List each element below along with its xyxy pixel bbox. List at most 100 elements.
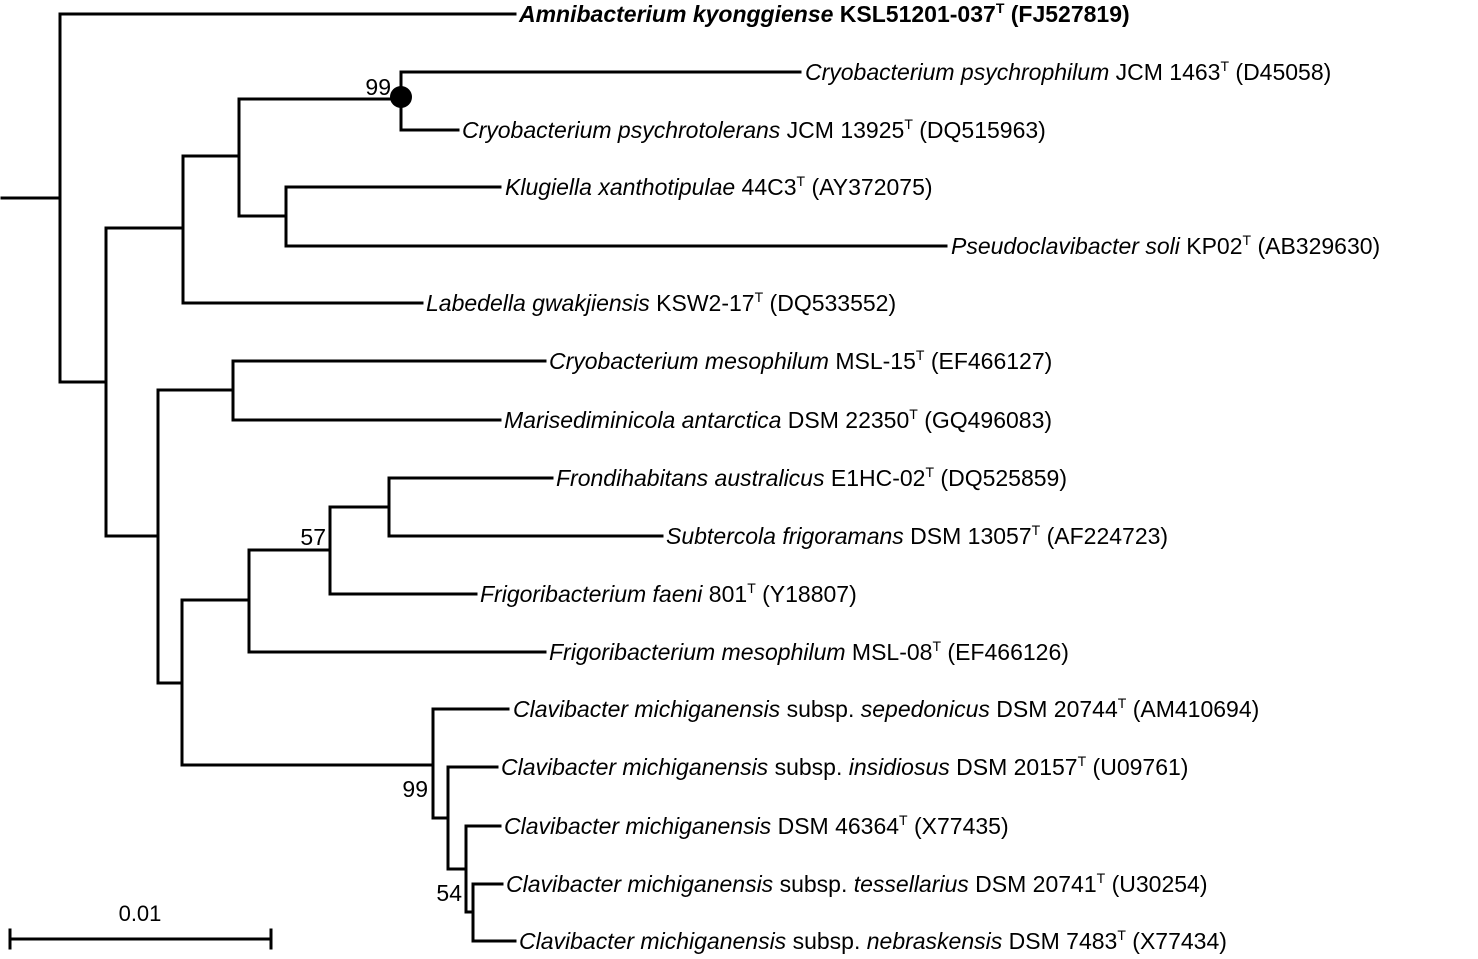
accession-number: (AM410694) [1126, 696, 1259, 722]
strain-id: JCM 1463 [1109, 59, 1220, 85]
type-strain-mark: T [1118, 695, 1127, 711]
type-strain-mark: T [925, 464, 934, 480]
type-strain-mark: T [904, 116, 913, 132]
taxon-label: Marisediminicola antarctica DSM 22350T (… [504, 406, 1052, 433]
subspecies-word: subsp. [786, 928, 867, 954]
strain-id: DSM 46364 [771, 813, 899, 839]
taxon-name: Pseudoclavibacter soli [951, 233, 1181, 259]
taxon-label: Frondihabitans australicus E1HC-02T (DQ5… [556, 464, 1067, 491]
strain-id: MSL-08 [846, 639, 933, 665]
taxon-label: Clavibacter michiganensis subsp. sepedon… [513, 695, 1259, 722]
taxon-label: Clavibacter michiganensis subsp. nebrask… [519, 927, 1227, 954]
taxon-label: Cryobacterium mesophilum MSL-15T (EF4661… [549, 347, 1052, 374]
tree-branches [0, 12, 948, 943]
taxon-name: Marisediminicola antarctica [504, 407, 781, 433]
taxon-name: Clavibacter michiganensis [513, 696, 781, 722]
accession-number: (EF466126) [941, 639, 1069, 665]
subspecies-name: sepedonicus [861, 696, 991, 722]
strain-id: KSW2-17 [650, 290, 755, 316]
strain-id: DSM 20744 [990, 696, 1118, 722]
type-strain-mark: T [899, 812, 908, 828]
type-strain-mark: T [1097, 870, 1106, 886]
subspecies-name: insidiosus [849, 754, 950, 780]
accession-number: (DQ525859) [934, 465, 1067, 491]
taxon-name: Amnibacterium kyonggiense [518, 1, 834, 27]
type-strain-mark: T [996, 0, 1005, 16]
bootstrap-value: 99 [402, 776, 428, 802]
taxon-label: Pseudoclavibacter soli KP02T (AB329630) [951, 232, 1380, 259]
taxon-label: Clavibacter michiganensis subsp. tessell… [506, 870, 1207, 897]
taxon-name: Cryobacterium psychrophilum [805, 59, 1109, 85]
accession-number: (X77435) [908, 813, 1009, 839]
type-strain-mark: T [1220, 58, 1229, 74]
taxon-label: Labedella gwakjiensis KSW2-17T (DQ533552… [426, 289, 896, 316]
accession-number: (EF466127) [924, 348, 1052, 374]
taxon-name: Clavibacter michiganensis [504, 813, 772, 839]
accession-number: (AB329630) [1251, 233, 1380, 259]
accession-number: (AY372075) [805, 174, 932, 200]
type-strain-mark: T [1117, 927, 1126, 943]
accession-number: (U09761) [1086, 754, 1188, 780]
taxon-label: Subtercola frigoramans DSM 13057T (AF224… [666, 522, 1168, 549]
taxon-name: Klugiella xanthotipulae [505, 174, 735, 200]
scale-bar-label: 0.01 [119, 901, 162, 926]
bootstrap-value: 99 [365, 74, 391, 100]
bootstrap-value: 54 [436, 880, 462, 906]
accession-number: (D45058) [1229, 59, 1331, 85]
subspecies-name: nebraskensis [867, 928, 1003, 954]
taxon-label: Frigoribacterium mesophilum MSL-08T (EF4… [549, 638, 1069, 665]
strain-id: JCM 13925 [780, 117, 904, 143]
type-strain-mark: T [1078, 753, 1087, 769]
subspecies-word: subsp. [780, 696, 861, 722]
strain-id: DSM 20741 [969, 871, 1097, 897]
accession-number: (U30254) [1105, 871, 1207, 897]
taxon-label: Amnibacterium kyonggiense KSL51201-037T … [518, 0, 1130, 27]
strain-id: DSM 7483 [1002, 928, 1117, 954]
taxon-label: Cryobacterium psychrophilum JCM 1463T (D… [805, 58, 1331, 85]
strain-id: DSM 22350 [781, 407, 909, 433]
type-strain-mark: T [916, 347, 925, 363]
accession-number: (Y18807) [756, 581, 857, 607]
subspecies-word: subsp. [768, 754, 849, 780]
taxon-label: Clavibacter michiganensis subsp. insidio… [501, 753, 1188, 780]
taxon-name: Frondihabitans australicus [556, 465, 825, 491]
node-marker-filled [390, 86, 412, 108]
accession-number: (X77434) [1126, 928, 1227, 954]
taxon-name: Clavibacter michiganensis [519, 928, 787, 954]
type-strain-mark: T [797, 173, 806, 189]
type-strain-mark: T [755, 289, 764, 305]
type-strain-mark: T [1032, 522, 1041, 538]
accession-number: (FJ527819) [1004, 1, 1129, 27]
accession-number: (GQ496083) [918, 407, 1052, 433]
scale-bar: 0.01 [8, 901, 273, 950]
bootstrap-labels: 99 57 99 54 [300, 74, 462, 906]
strain-id: MSL-15 [829, 348, 916, 374]
strain-id: DSM 13057 [904, 523, 1032, 549]
taxon-labels: Amnibacterium kyonggiense KSL51201-037T … [426, 0, 1380, 954]
taxon-name: Clavibacter michiganensis [501, 754, 769, 780]
strain-id: E1HC-02 [824, 465, 925, 491]
strain-id: DSM 20157 [950, 754, 1078, 780]
type-strain-mark: T [909, 406, 918, 422]
strain-id: KSL51201-037 [833, 1, 995, 27]
type-strain-mark: T [932, 638, 941, 654]
subspecies-name: tessellarius [854, 871, 970, 897]
taxon-name: Frigoribacterium mesophilum [549, 639, 846, 665]
taxon-name: Subtercola frigoramans [666, 523, 904, 549]
accession-number: (AF224723) [1040, 523, 1168, 549]
taxon-label: Clavibacter michiganensis DSM 46364T (X7… [504, 812, 1009, 839]
taxon-label: Frigoribacterium faeni 801T (Y18807) [480, 580, 857, 607]
taxon-name: Frigoribacterium faeni [480, 581, 703, 607]
strain-id: 801 [702, 581, 747, 607]
bootstrap-value: 57 [300, 524, 326, 550]
subspecies-word: subsp. [773, 871, 854, 897]
taxon-label: Cryobacterium psychrotolerans JCM 13925T… [462, 116, 1046, 143]
strain-id: KP02 [1180, 233, 1243, 259]
accession-number: (DQ515963) [913, 117, 1046, 143]
accession-number: (DQ533552) [763, 290, 896, 316]
type-strain-mark: T [1243, 232, 1252, 248]
taxon-name: Cryobacterium psychrotolerans [462, 117, 781, 143]
taxon-name: Cryobacterium mesophilum [549, 348, 829, 374]
taxon-label: Klugiella xanthotipulae 44C3T (AY372075) [505, 173, 933, 200]
